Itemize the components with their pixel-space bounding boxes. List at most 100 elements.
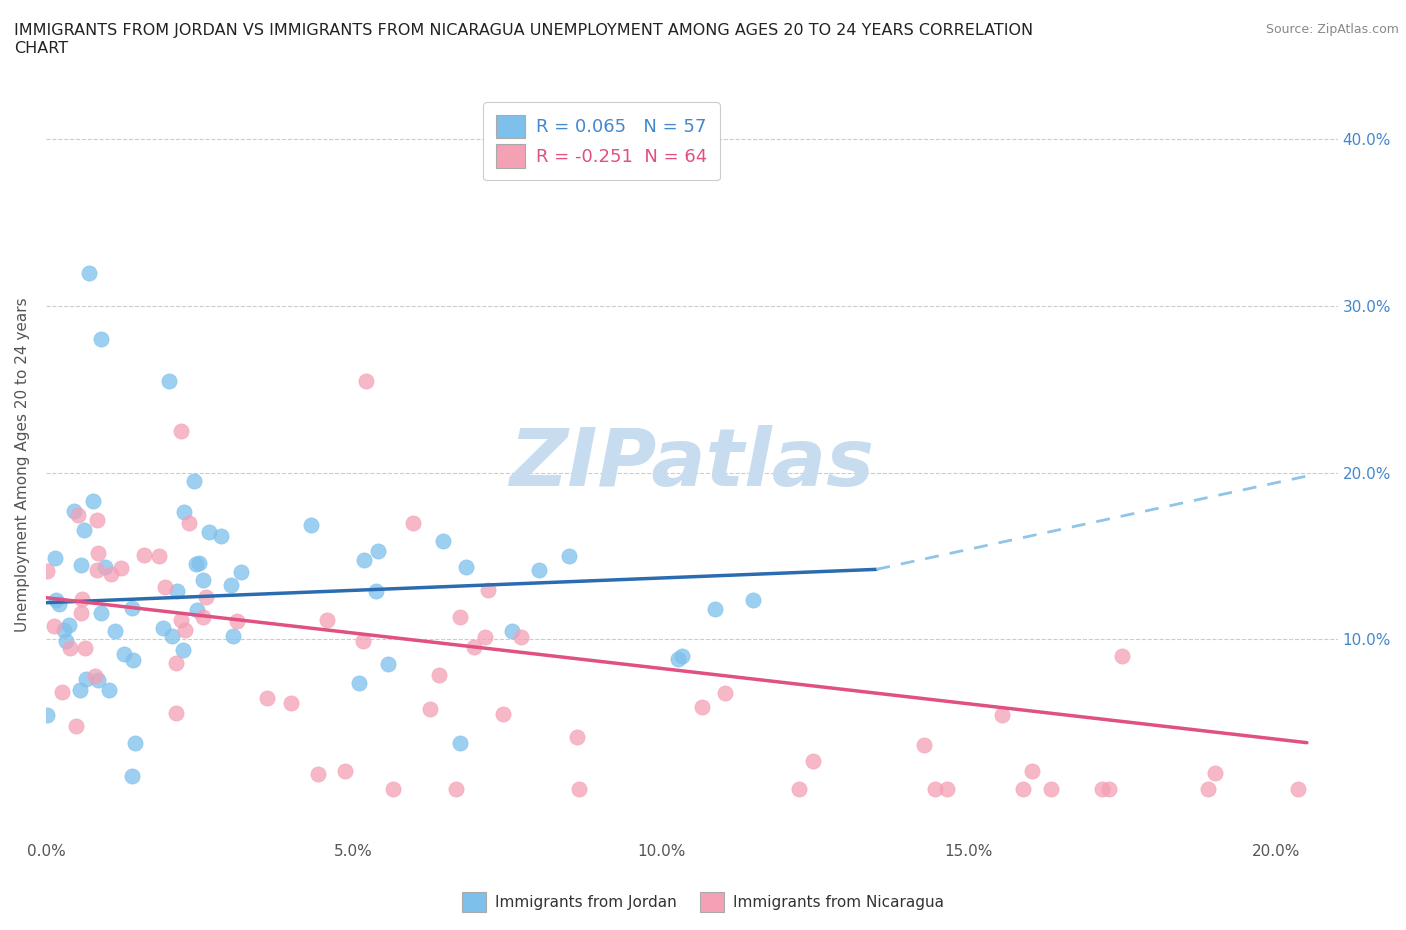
Point — [299, 517, 322, 532]
Point — [58, 618, 80, 632]
Point — [70, 591, 93, 606]
Text: IMMIGRANTS FROM JORDAN VS IMMIGRANTS FROM NICARAGUA UNEMPLOYMENT AMONG AGES 20 T: IMMIGRANTS FROM JORDAN VS IMMIGRANTS FRO… — [14, 23, 1033, 56]
Point — [45, 592, 67, 607]
Point — [82, 494, 104, 509]
Point — [183, 474, 205, 489]
Point — [48, 597, 70, 612]
Point — [990, 708, 1012, 723]
Point — [37, 708, 59, 723]
Point — [449, 609, 471, 624]
Point — [527, 563, 550, 578]
Point — [568, 782, 591, 797]
Point — [170, 613, 193, 628]
Point — [402, 516, 425, 531]
Point — [186, 603, 208, 618]
Point — [1012, 782, 1035, 797]
Point — [170, 423, 193, 438]
Point — [86, 545, 108, 560]
Point — [73, 641, 96, 656]
Point — [333, 764, 356, 778]
Point — [184, 557, 207, 572]
Point — [231, 565, 253, 579]
Point — [53, 623, 76, 638]
Point — [429, 668, 451, 683]
Point — [449, 736, 471, 751]
Point — [1098, 782, 1121, 797]
Point — [477, 583, 499, 598]
Point — [77, 265, 100, 280]
Point — [280, 696, 302, 711]
Point — [100, 566, 122, 581]
Point — [367, 543, 389, 558]
Point — [124, 736, 146, 751]
Point — [492, 706, 515, 721]
Point — [936, 782, 959, 797]
Point — [191, 609, 214, 624]
Point — [55, 633, 77, 648]
Point — [103, 624, 125, 639]
Point — [172, 643, 194, 658]
Point — [474, 630, 496, 644]
Point — [741, 593, 763, 608]
Point — [94, 560, 117, 575]
Point — [177, 516, 200, 531]
Point — [558, 549, 581, 564]
Point — [1091, 782, 1114, 797]
Point — [70, 605, 93, 620]
Point — [352, 633, 374, 648]
Point — [307, 767, 329, 782]
Point — [209, 528, 232, 543]
Point — [1197, 782, 1219, 797]
Point — [222, 629, 245, 644]
Point — [59, 641, 82, 656]
Point — [1111, 648, 1133, 663]
Y-axis label: Unemployment Among Ages 20 to 24 years: Unemployment Among Ages 20 to 24 years — [15, 297, 30, 631]
Point — [63, 504, 86, 519]
Point — [87, 672, 110, 687]
Point — [35, 564, 58, 578]
Point — [97, 683, 120, 698]
Point — [1286, 782, 1309, 797]
Point — [187, 555, 209, 570]
Point — [501, 624, 523, 639]
Point — [195, 590, 218, 604]
Point — [713, 685, 735, 700]
Point — [315, 612, 337, 627]
Point — [148, 549, 170, 564]
Point — [44, 618, 66, 633]
Point — [44, 551, 66, 565]
Point — [90, 605, 112, 620]
Point — [354, 374, 377, 389]
Point — [69, 683, 91, 698]
Point — [377, 657, 399, 671]
Legend: R = 0.065   N = 57, R = -0.251  N = 64: R = 0.065 N = 57, R = -0.251 N = 64 — [484, 102, 720, 180]
Point — [166, 583, 188, 598]
Point — [152, 620, 174, 635]
Point — [65, 718, 87, 733]
Point — [51, 684, 73, 699]
Point — [1040, 782, 1063, 797]
Point — [226, 614, 249, 629]
Point — [381, 782, 404, 797]
Point — [160, 629, 183, 644]
Point — [73, 523, 96, 538]
Point — [456, 560, 478, 575]
Point — [157, 374, 180, 389]
Legend: Immigrants from Jordan, Immigrants from Nicaragua: Immigrants from Jordan, Immigrants from … — [456, 886, 950, 918]
Point — [256, 691, 278, 706]
Text: Source: ZipAtlas.com: Source: ZipAtlas.com — [1265, 23, 1399, 36]
Point — [364, 583, 387, 598]
Point — [912, 737, 935, 752]
Point — [122, 653, 145, 668]
Point — [84, 669, 107, 684]
Point — [121, 769, 143, 784]
Point — [666, 651, 689, 666]
Point — [1204, 765, 1226, 780]
Point — [347, 676, 370, 691]
Text: ZIPatlas: ZIPatlas — [509, 425, 875, 503]
Point — [444, 782, 467, 797]
Point — [432, 534, 454, 549]
Point — [197, 525, 219, 539]
Point — [173, 505, 195, 520]
Point — [671, 648, 693, 663]
